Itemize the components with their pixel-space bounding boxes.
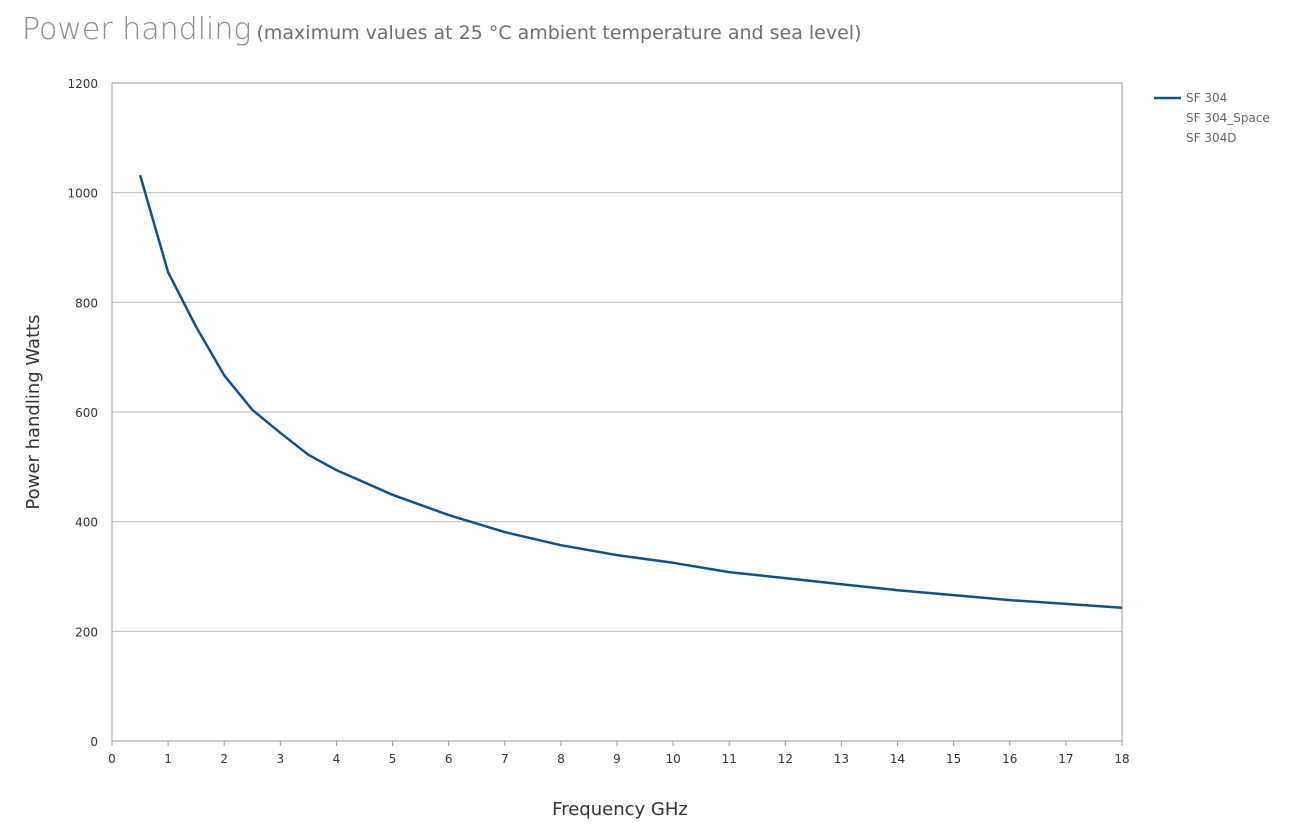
x-tick-label: 5 <box>389 752 397 766</box>
x-tick-label: 10 <box>665 752 680 766</box>
y-tick-label: 400 <box>75 516 98 530</box>
y-tick-label: 200 <box>75 625 98 639</box>
series-line-sf-304 <box>138 174 1123 610</box>
x-axis-label: Frequency GHz <box>552 799 688 820</box>
x-tick-label: 2 <box>220 752 228 766</box>
y-axis-label: Power handling Watts <box>23 314 44 509</box>
x-tick-label: 3 <box>277 752 285 766</box>
x-tick-label: 4 <box>333 752 341 766</box>
y-tick-label: 800 <box>75 296 98 310</box>
x-tick-label: 12 <box>778 752 793 766</box>
x-tick-label: 7 <box>501 752 509 766</box>
x-tick-label: 1 <box>164 752 172 766</box>
x-tick-label: 15 <box>946 752 961 766</box>
x-tick-label: 16 <box>1002 752 1017 766</box>
x-tick-label: 6 <box>445 752 453 766</box>
x-tick-label: 8 <box>557 752 565 766</box>
x-tick-label: 17 <box>1058 752 1073 766</box>
x-tick-label: 11 <box>722 752 737 766</box>
legend-item: SF 304D <box>1186 131 1236 145</box>
y-tick-label: 1000 <box>67 187 98 201</box>
x-tick-label: 0 <box>108 752 116 766</box>
title-main: Power handling <box>22 12 252 47</box>
x-tick-label: 18 <box>1114 752 1129 766</box>
y-tick-label: 0 <box>90 735 98 749</box>
legend-item: SF 304_Space <box>1186 111 1270 125</box>
x-tick-label: 14 <box>890 752 905 766</box>
legend-item: SF 304 <box>1186 91 1227 105</box>
title-subtitle: (maximum values at 25 °C ambient tempera… <box>256 22 862 44</box>
y-tick-label: 600 <box>75 406 98 420</box>
x-tick-label: 13 <box>834 752 849 766</box>
chart-title: Power handling (maximum values at 25 °C … <box>22 12 862 47</box>
y-tick-label: 1200 <box>67 77 98 91</box>
x-tick-label: 9 <box>613 752 621 766</box>
